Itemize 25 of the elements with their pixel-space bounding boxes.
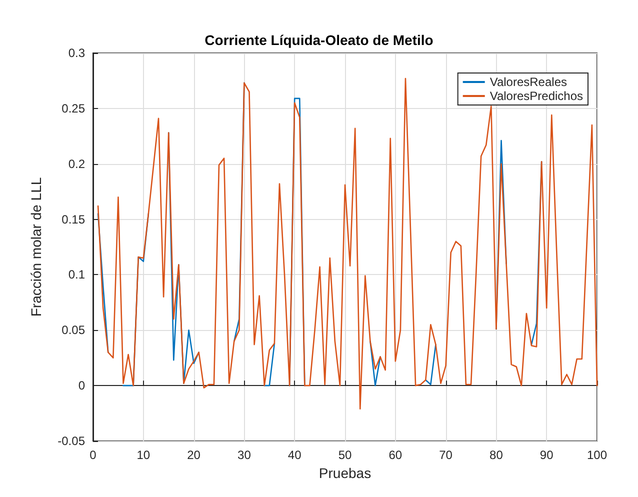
y-tick-label: 0: [78, 378, 86, 393]
x-axis-title: Pruebas: [318, 464, 372, 481]
x-tick-label: 0: [90, 448, 97, 462]
legend-label: ValoresReales: [490, 75, 567, 89]
x-tick-label: 100: [586, 448, 608, 462]
line-series: [97, 78, 598, 410]
x-tick-label: 50: [338, 448, 352, 462]
y-tick-label: 0.1: [68, 268, 86, 282]
x-tick-label: 10: [136, 448, 150, 462]
x-tick-label: 80: [490, 448, 504, 462]
legend-label: ValoresPredichos: [490, 89, 584, 103]
x-tick-label: 60: [388, 448, 402, 462]
x-tick-label: 20: [187, 448, 201, 462]
x-tick-label: 30: [238, 448, 252, 462]
x-tick-label: 90: [540, 448, 554, 462]
y-tick-label: -0.05: [58, 434, 86, 448]
y-tick-label: 0.05: [62, 323, 86, 338]
y-tick-label: 0.2: [68, 156, 86, 171]
x-tick-label: 70: [439, 448, 453, 462]
y-tick-label: 0.15: [62, 212, 86, 226]
x-tick-label: 40: [288, 448, 302, 462]
chart-title: Corriente Líquida-Oleato de Metilo: [204, 32, 434, 48]
y-tick-label: 0.3: [68, 46, 86, 60]
y-axis-title: Fracción molar de LLL: [28, 177, 44, 317]
y-tick-label: 0.25: [62, 101, 86, 116]
